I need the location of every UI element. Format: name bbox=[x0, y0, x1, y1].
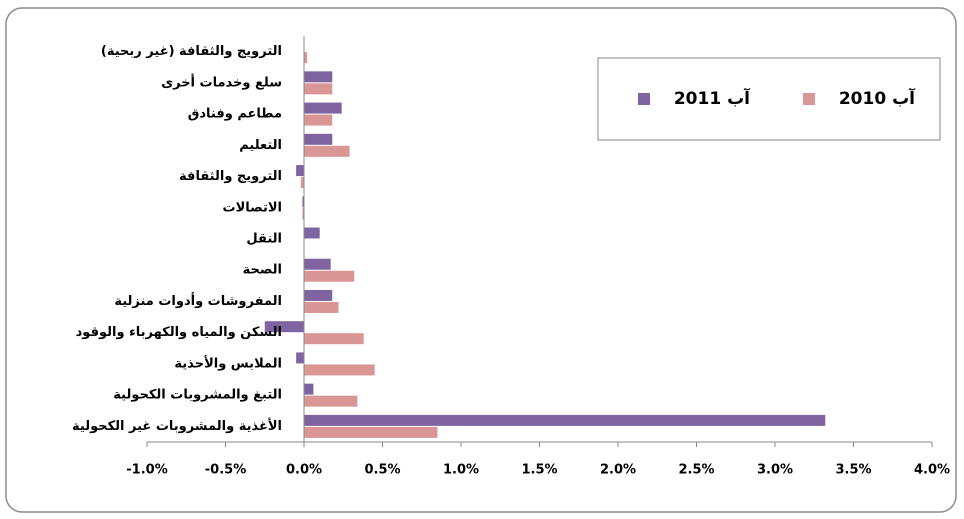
bar bbox=[304, 114, 333, 126]
bar bbox=[304, 383, 314, 395]
x-tick-label: 0.0% bbox=[286, 463, 322, 478]
x-tick-label: 1.5% bbox=[521, 463, 557, 478]
y-tick-label: الترويج والثقافة (غير ربحية) bbox=[101, 44, 282, 59]
x-tick-label: -0.5% bbox=[205, 463, 246, 478]
y-tick-label: الترويج والثقافة bbox=[179, 169, 282, 184]
bar bbox=[304, 289, 333, 301]
bar bbox=[264, 321, 304, 333]
bar bbox=[304, 227, 320, 239]
x-tick-label: 2.0% bbox=[600, 463, 636, 478]
x-tick-label: -1.0% bbox=[126, 463, 167, 478]
bar bbox=[304, 71, 333, 83]
y-tick-label: سلع وخدمات أخرى bbox=[161, 73, 282, 90]
y-tick-label: الأغذية والمشروبات غير الكحولية bbox=[72, 417, 282, 434]
x-tick-label: 0.5% bbox=[364, 463, 400, 478]
bar bbox=[304, 52, 308, 64]
y-tick-label: الصحة bbox=[243, 263, 282, 278]
bar bbox=[302, 208, 304, 220]
legend-label: آب 2011 bbox=[674, 87, 751, 109]
bar bbox=[304, 270, 355, 282]
legend-swatch bbox=[803, 93, 815, 105]
bar bbox=[304, 395, 358, 407]
y-tick-label: السكن والمياه والكهرباء والوقود bbox=[76, 325, 282, 340]
bar bbox=[304, 102, 342, 114]
bar bbox=[304, 301, 339, 313]
x-tick-label: 3.0% bbox=[757, 463, 793, 478]
bar bbox=[304, 83, 333, 95]
bar bbox=[304, 414, 826, 426]
bar bbox=[304, 258, 331, 270]
bar bbox=[296, 165, 304, 177]
bar bbox=[300, 177, 304, 189]
legend-swatch bbox=[638, 93, 650, 105]
legend-box bbox=[597, 57, 941, 141]
y-tick-label: الاتصالات bbox=[223, 200, 282, 215]
y-tick-label: النقل bbox=[246, 232, 282, 247]
bar bbox=[304, 145, 350, 157]
bar bbox=[302, 196, 304, 208]
y-tick-label: التعليم bbox=[239, 138, 282, 153]
bar bbox=[296, 352, 304, 364]
y-tick-label: التبغ والمشروبات الكحولية bbox=[113, 388, 282, 403]
x-tick-label: 2.5% bbox=[678, 463, 714, 478]
x-tick-label: 1.0% bbox=[443, 463, 479, 478]
y-tick-label: المفروشات وأدوات منزلية bbox=[114, 292, 282, 309]
x-tick-label: 3.5% bbox=[835, 463, 871, 478]
y-tick-label: الملابس والأحذية bbox=[174, 354, 282, 371]
legend-label: آب 2010 bbox=[839, 87, 916, 109]
bar bbox=[304, 364, 375, 376]
y-tick-label: مطاعم وفنادق bbox=[188, 107, 282, 122]
x-tick-label: 4.0% bbox=[914, 463, 950, 478]
bar bbox=[304, 333, 364, 345]
bar bbox=[304, 133, 333, 145]
bar bbox=[304, 426, 438, 438]
